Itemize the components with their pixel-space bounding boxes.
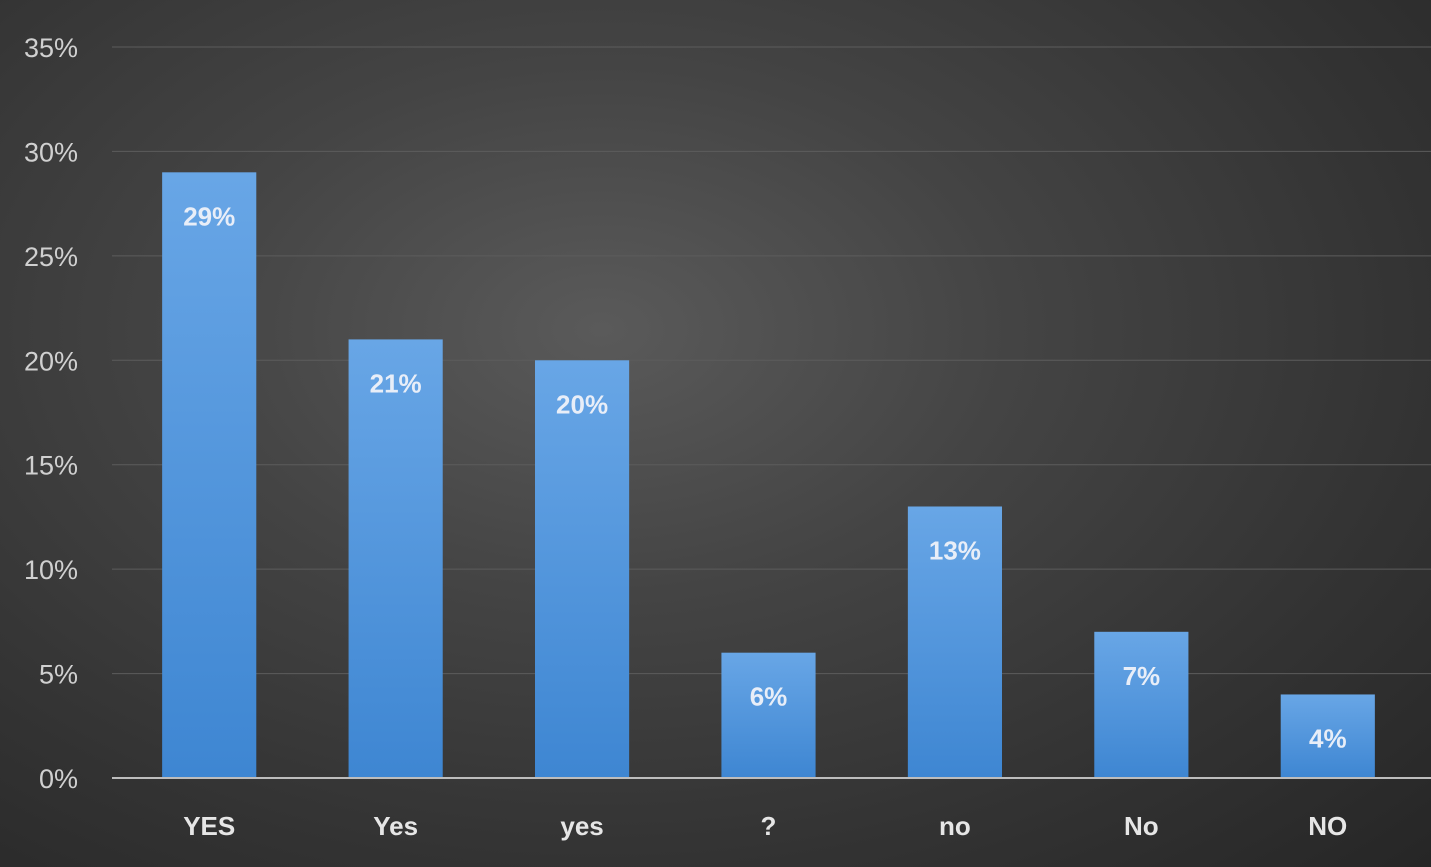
data-label: 13% [929,535,981,565]
x-axis-tick-labels: YES Yes yes? no No NO [183,811,1347,841]
y-tick-label: 20% [24,346,78,376]
x-tick-label: YES [183,811,235,841]
x-tick-label: NO [1308,811,1347,841]
bar-no [907,506,1003,778]
gridlines [112,46,1431,675]
x-tick-label: No [1124,811,1159,841]
y-tick-label: 10% [24,555,78,585]
y-tick-label: 15% [24,451,78,481]
x-tick-label: yes [560,811,603,841]
y-tick-label: 35% [24,33,78,63]
bars [162,172,1375,779]
data-label: 6% [750,682,788,712]
y-tick-label: 30% [24,137,78,167]
y-tick-label: 0% [39,764,78,794]
bar-NO [1280,694,1375,778]
y-tick-label: 25% [24,242,78,272]
x-tick-label: ? [761,811,777,841]
data-label: 7% [1123,661,1161,691]
data-label: 21% [370,368,422,398]
bar-? [721,652,816,778]
data-label: 4% [1309,723,1347,753]
x-tick-label: Yes [373,811,418,841]
bar-No [1094,631,1189,778]
data-labels: 29% 21% 20% 6% 13% 7% 4% [183,201,1346,753]
y-tick-label: 5% [39,660,78,690]
data-label: 20% [556,389,608,419]
bar-YES [162,172,257,779]
x-tick-label: no [939,811,971,841]
data-label: 29% [183,201,235,231]
y-axis-tick-labels: 0% 5% 10% 15% 20% 25% 30% 35% [24,33,78,794]
bar-yes [534,360,630,778]
bar-Yes [348,339,443,778]
